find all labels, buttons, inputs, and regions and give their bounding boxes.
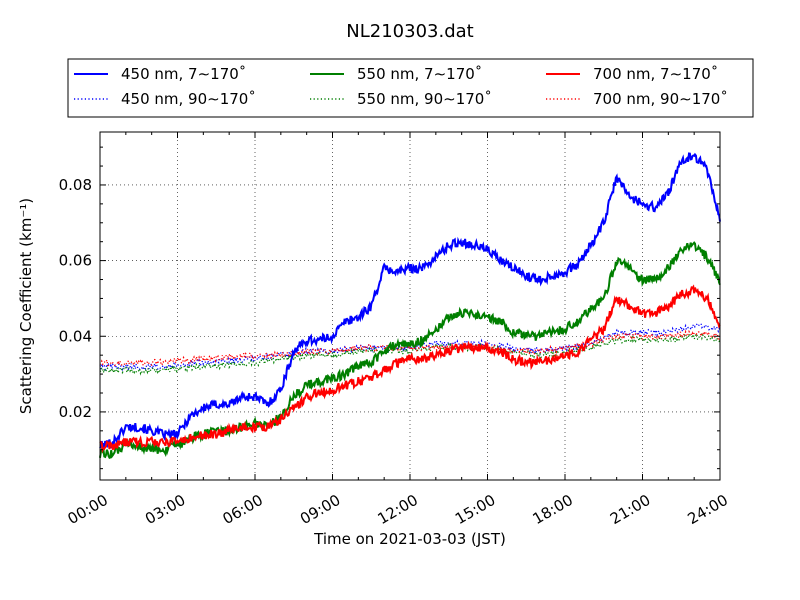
legend-label-2: 550 nm, 7∼170˚ <box>357 65 482 83</box>
y-tick-label: 0.08 <box>59 176 92 194</box>
x-axis-label: Time on 2021-03-03 (JST) <box>313 530 506 548</box>
legend-label-4: 700 nm, 7∼170˚ <box>593 65 718 83</box>
chart-title: NL210303.dat <box>346 21 473 42</box>
series-layer <box>99 152 721 460</box>
legend-label-5: 700 nm, 90∼170˚ <box>593 90 728 108</box>
legend-label-3: 550 nm, 90∼170˚ <box>357 90 492 108</box>
series-line-4 <box>99 284 721 454</box>
y-tick-label: 0.06 <box>59 252 92 270</box>
series-line-0 <box>99 152 721 449</box>
series-line-1 <box>99 322 721 372</box>
series-line-5 <box>99 329 721 368</box>
legend-label-0: 450 nm, 7∼170˚ <box>121 65 246 83</box>
grid <box>100 132 720 480</box>
y-axis-label: Scattering Coefficient (km⁻¹) <box>17 198 35 414</box>
legend-box <box>67 58 754 118</box>
legend: 450 nm, 7∼170˚ 550 nm, 7∼170˚ 700 nm, 7∼17… <box>67 58 754 118</box>
y-tick-label: 0.04 <box>59 327 92 345</box>
y-tick-label: 0.02 <box>59 403 92 421</box>
legend-label-1: 450 nm, 90∼170˚ <box>121 90 256 108</box>
